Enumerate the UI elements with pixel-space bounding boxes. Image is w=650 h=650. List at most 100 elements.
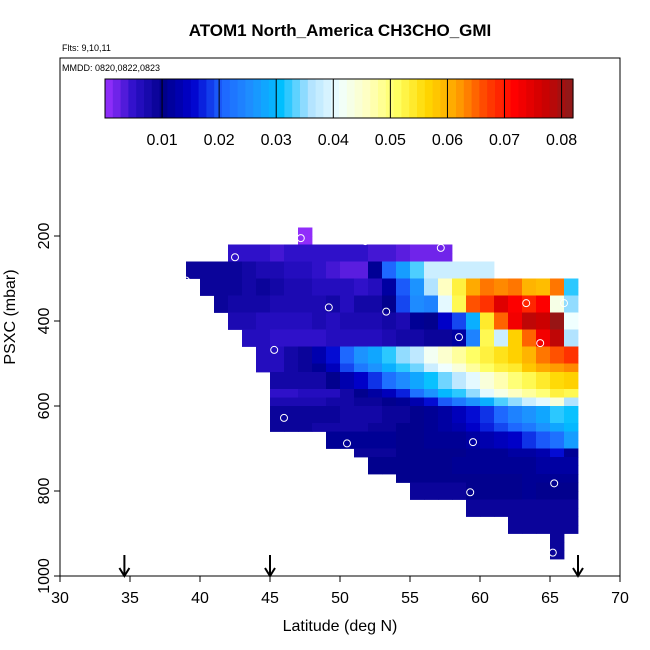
heatmap-cell bbox=[382, 312, 397, 322]
heatmap-cell bbox=[494, 278, 509, 288]
heatmap-cell bbox=[550, 525, 565, 534]
heatmap-cell bbox=[452, 278, 467, 288]
heatmap-cell bbox=[522, 363, 537, 373]
heatmap-cell bbox=[494, 423, 509, 432]
heatmap-cell bbox=[494, 304, 509, 313]
heatmap-cell bbox=[536, 321, 551, 330]
heatmap-cell bbox=[466, 355, 481, 364]
heatmap-cell bbox=[242, 278, 257, 288]
heatmap-cell bbox=[522, 321, 537, 330]
heatmap-cell bbox=[312, 355, 327, 364]
heatmap-cell bbox=[242, 270, 257, 279]
heatmap-cell bbox=[354, 397, 369, 407]
heatmap-cell bbox=[550, 423, 565, 432]
heatmap-cell bbox=[508, 482, 523, 492]
heatmap-cell bbox=[326, 295, 341, 305]
heatmap-cell bbox=[536, 389, 551, 398]
heatmap-cell bbox=[480, 474, 495, 483]
x-tick-label: 60 bbox=[471, 590, 489, 607]
heatmap-cell bbox=[466, 457, 481, 466]
heatmap-cell bbox=[368, 431, 383, 441]
heatmap-cell bbox=[312, 423, 327, 432]
heatmap-cell bbox=[522, 278, 537, 288]
heatmap-cell bbox=[536, 499, 551, 509]
heatmap-cell bbox=[480, 491, 495, 500]
heatmap-cell bbox=[340, 363, 355, 373]
heatmap-cell bbox=[270, 363, 285, 373]
heatmap-cell bbox=[382, 431, 397, 441]
heatmap-cell bbox=[452, 363, 467, 373]
heatmap-cell bbox=[340, 244, 355, 254]
x-axis: 30 35 40 45 50 55 60 65 70 bbox=[51, 576, 629, 607]
flight-circle bbox=[296, 234, 305, 243]
heatmap-cell bbox=[242, 304, 257, 313]
heatmap-cell bbox=[494, 295, 509, 305]
heatmap-cell bbox=[508, 525, 523, 534]
heatmap-cell bbox=[480, 380, 495, 390]
heatmap-cell bbox=[494, 329, 509, 339]
flight-circle bbox=[550, 479, 559, 488]
heatmap-cell bbox=[396, 372, 411, 381]
down-arrow-icon bbox=[572, 555, 584, 578]
colorbar-segment bbox=[284, 79, 293, 118]
heatmap-cell bbox=[508, 389, 523, 398]
heatmap-cell bbox=[298, 253, 313, 262]
colorbar bbox=[104, 78, 574, 119]
heatmap-cell bbox=[340, 329, 355, 339]
colorbar-segment bbox=[144, 79, 153, 118]
heatmap-cell bbox=[410, 448, 425, 458]
heatmap-cell bbox=[564, 482, 579, 492]
colorbar-segment bbox=[151, 79, 161, 118]
heatmap-cell bbox=[452, 312, 467, 322]
heatmap-cell bbox=[326, 321, 341, 330]
heatmap-cell bbox=[326, 329, 341, 339]
heatmap-cell bbox=[466, 482, 481, 492]
heatmap-cell bbox=[438, 244, 453, 254]
colorbar-tick-label: 0.02 bbox=[204, 132, 235, 149]
heatmap-cell bbox=[396, 346, 411, 356]
heatmap-cell bbox=[564, 414, 579, 424]
heatmap-cell bbox=[494, 372, 509, 381]
heatmap-cell bbox=[508, 499, 523, 509]
heatmap-cell bbox=[242, 244, 257, 254]
colorbar-segment bbox=[323, 79, 332, 118]
heatmap-cell bbox=[438, 389, 453, 398]
heatmap-cell bbox=[564, 338, 579, 347]
heatmap-cell bbox=[536, 474, 551, 483]
heatmap-cell bbox=[522, 397, 537, 407]
heatmap-cell bbox=[326, 287, 341, 296]
heatmap-cell bbox=[396, 338, 411, 347]
heatmap-cell bbox=[424, 397, 439, 407]
colorbar-segment bbox=[300, 79, 309, 118]
heatmap-cell bbox=[536, 278, 551, 288]
heatmap-cell bbox=[424, 363, 439, 373]
heatmap-cell bbox=[424, 372, 439, 381]
heatmap-cell bbox=[382, 465, 397, 475]
heatmap-cell bbox=[438, 423, 453, 432]
heatmap-cell bbox=[410, 457, 425, 466]
heatmap-cell bbox=[508, 397, 523, 407]
heatmap-cell bbox=[326, 406, 341, 415]
y-tick-label: 200 bbox=[36, 223, 53, 250]
heatmap-cell bbox=[508, 406, 523, 415]
heatmap-cell bbox=[382, 448, 397, 458]
heatmap-cell bbox=[298, 278, 313, 288]
heatmap-cell bbox=[536, 491, 551, 500]
heatmap-cell bbox=[368, 397, 383, 407]
heatmap-cell bbox=[480, 261, 495, 271]
heatmap-cell bbox=[494, 482, 509, 492]
heatmap-cell bbox=[312, 287, 327, 296]
colorbar-segment bbox=[245, 79, 254, 118]
heatmap-cell bbox=[438, 397, 453, 407]
heatmap-cell bbox=[508, 287, 523, 296]
colorbar-segment bbox=[424, 79, 434, 118]
heatmap-cell bbox=[424, 423, 439, 432]
heatmap-cell bbox=[564, 312, 579, 322]
heatmap-cell bbox=[270, 372, 285, 381]
heatmap-cell bbox=[550, 482, 565, 492]
heatmap-cell bbox=[410, 355, 425, 364]
heatmap-cell bbox=[242, 338, 257, 347]
heatmap-cell bbox=[368, 253, 383, 262]
down-arrow-icon bbox=[264, 555, 276, 578]
